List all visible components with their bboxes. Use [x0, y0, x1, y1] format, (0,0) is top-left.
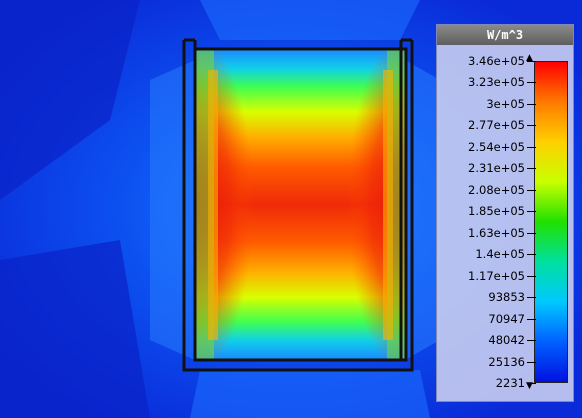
legend-tick-mark — [527, 146, 536, 148]
legend-tick-mark — [527, 383, 536, 384]
edge-right-inner — [383, 70, 393, 340]
legend-tick-label: 48042 — [488, 333, 525, 348]
legend-tick-mark — [527, 340, 536, 342]
legend-tick-mark — [527, 318, 536, 320]
background-region — [150, 60, 195, 360]
legend-tick-mark — [527, 125, 536, 127]
legend-tick-mark — [527, 189, 536, 191]
legend-tick-mark — [527, 168, 536, 170]
legend-tick-label: 3.46e+05 — [468, 54, 525, 68]
max-marker-icon: ▲ — [526, 53, 533, 63]
legend-tick-mark — [527, 297, 536, 299]
background-region — [190, 370, 430, 418]
legend-tick-label: 2.08e+05 — [468, 182, 525, 197]
legend-tick-mark — [527, 275, 536, 277]
edge-left-inner — [208, 70, 218, 340]
background-region — [0, 240, 150, 418]
color-legend[interactable]: W/m^3 3.46e+05 3.23e+05 3e+05 2.77e+05 2.54e… — [436, 24, 574, 402]
legend-tick-mark — [527, 61, 536, 62]
legend-tick-label: 2.31e+05 — [468, 161, 525, 176]
legend-tick-label: 70947 — [488, 311, 525, 326]
legend-tick-label: 1.63e+05 — [468, 225, 525, 240]
legend-tick-mark — [527, 254, 536, 256]
legend-tick-label: 3e+05 — [486, 96, 525, 111]
legend-tick-label: 1.4e+05 — [475, 247, 525, 262]
background-region — [0, 0, 140, 200]
legend-tick-mark — [527, 232, 536, 234]
legend-unit-title: W/m^3 — [437, 25, 573, 45]
background-region — [405, 60, 440, 360]
legend-tick-label: 25136 — [488, 354, 525, 369]
legend-tick-label: 2231 — [495, 376, 525, 390]
legend-tick-label: 2.54e+05 — [468, 139, 525, 154]
background-region — [200, 0, 420, 40]
legend-color-bar — [534, 61, 568, 383]
legend-tick-label: 3.23e+05 — [468, 75, 525, 90]
legend-tick-label: 1.17e+05 — [468, 268, 525, 283]
container-outline — [182, 38, 414, 372]
legend-tick-mark — [527, 82, 536, 84]
legend-tick-label: 2.77e+05 — [468, 118, 525, 133]
legend-tick-mark — [527, 361, 536, 363]
legend-tick-mark — [527, 103, 536, 105]
legend-tick-mark — [527, 211, 536, 213]
legend-tick-label: 93853 — [488, 290, 525, 305]
legend-tick-label: 1.85e+05 — [468, 204, 525, 219]
min-marker-icon: ▼ — [526, 381, 533, 391]
